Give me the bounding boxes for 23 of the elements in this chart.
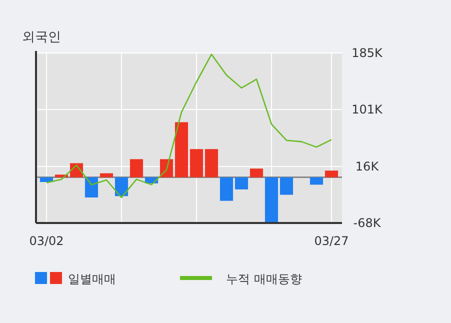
y-tick-label: 101K [352,102,384,116]
bar [84,177,98,198]
bar [174,122,188,178]
bar [280,177,294,195]
x-tick-label: 03/27 [314,234,349,248]
bar [234,177,248,190]
x-tick-label: 03/02 [29,234,64,248]
bar [204,149,218,178]
y-tick-label: -68K [353,216,382,230]
bar [100,173,114,178]
bar [220,177,234,201]
bar [190,149,204,178]
bar [130,159,144,178]
bar [324,170,338,178]
legend-label: 일별매매 [68,272,116,286]
bar [264,177,278,222]
y-tick-label: 16K [355,160,380,174]
chart-title: 외국인 [22,30,61,45]
bar [250,168,264,178]
legend-label: 누적 매매동향 [226,272,302,286]
legend-일별매매: 일별매매 [35,272,116,286]
bar [310,177,324,185]
y-tick-label: 185K [352,46,384,60]
